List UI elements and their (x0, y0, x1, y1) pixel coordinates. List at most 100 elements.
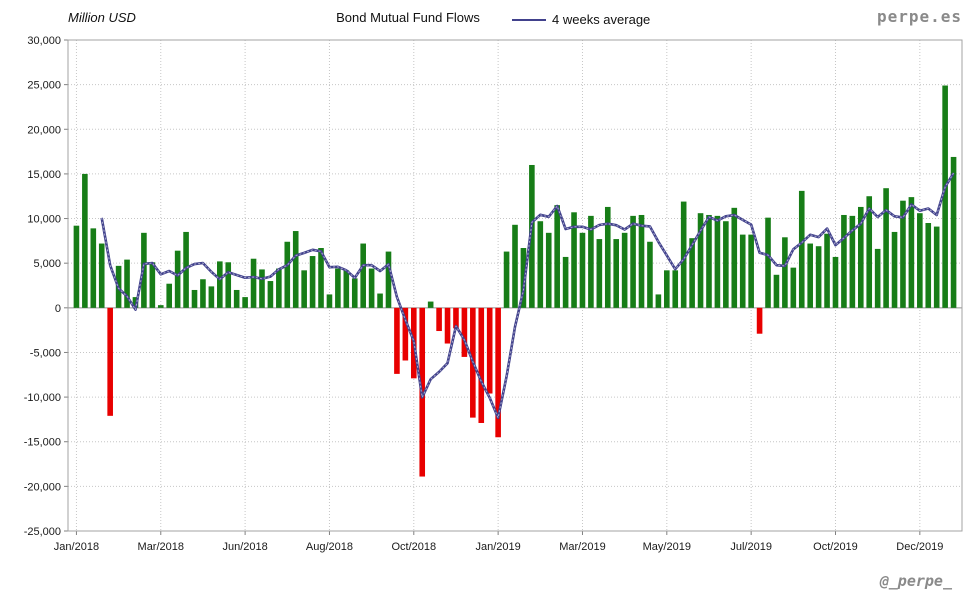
flow-bar-week-43 (427, 301, 434, 308)
flow-bar-week-96 (874, 248, 881, 308)
flow-bar-week-47 (461, 307, 468, 357)
flow-bar-week-45 (444, 307, 451, 344)
flow-bar-week-65 (613, 239, 620, 308)
flow-bar-week-88 (807, 243, 813, 308)
flow-bar-week-15 (191, 289, 198, 308)
flow-bar-week-11 (157, 305, 164, 308)
x-tick-label: Oct/2018 (391, 541, 436, 553)
x-tick-label: May/2019 (643, 541, 691, 553)
y-tick-label: 30,000 (27, 35, 61, 47)
flow-bar-week-51 (495, 307, 501, 438)
x-tick-label: Jan/2019 (475, 541, 520, 553)
flow-bar-week-40 (402, 307, 409, 361)
y-tick-label: 25,000 (27, 80, 61, 92)
flow-bar-week-33 (343, 270, 350, 308)
author-handle: @_perpe_ (879, 572, 952, 590)
flow-bar-week-61 (579, 232, 586, 308)
flow-bar-week-70 (655, 294, 662, 308)
flow-bar-week-52 (503, 251, 510, 308)
flow-bar-week-80 (739, 234, 746, 308)
x-tick-label: Aug/2018 (306, 541, 353, 553)
flow-bar-week-54 (520, 248, 527, 308)
x-tick-label: Oct/2019 (813, 541, 858, 553)
flow-bar-week-53 (512, 224, 518, 308)
flow-bar-week-93 (849, 215, 856, 308)
flow-bar-week-95 (866, 196, 873, 308)
flow-bar-week-64 (604, 206, 611, 308)
flow-bar-week-32 (335, 268, 341, 308)
flow-bar-week-17 (208, 286, 215, 308)
flow-bar-week-78 (723, 221, 729, 308)
average-line-legend-swatch-icon (512, 18, 546, 21)
y-tick-label: -10,000 (24, 392, 61, 404)
flow-bar-week-92 (841, 214, 847, 308)
y-tick-label: -5,000 (30, 347, 61, 359)
flow-bar-week-79 (731, 207, 738, 308)
flow-bar-week-98 (891, 231, 898, 308)
flow-bar-week-91 (832, 256, 839, 308)
flow-bar-week-7 (124, 259, 130, 308)
x-tick-label: Mar/2019 (559, 541, 605, 553)
flow-bar-week-73 (680, 201, 687, 308)
y-tick-label: 10,000 (27, 214, 61, 226)
flow-bar-week-66 (621, 232, 628, 308)
flow-bar-week-94 (857, 206, 864, 308)
x-tick-label: Jan/2018 (54, 541, 99, 553)
flow-bar-week-49 (478, 307, 485, 423)
flow-bar-week-72 (672, 270, 679, 308)
flow-bar-week-50 (486, 307, 493, 394)
flow-bar-week-2 (82, 173, 88, 308)
flow-bar-week-97 (883, 188, 889, 308)
flow-bar-week-3 (90, 228, 97, 308)
flow-bar-week-44 (436, 307, 442, 332)
flow-bar-week-103 (933, 226, 940, 308)
flow-bar-week-30 (318, 248, 324, 308)
y-tick-label: -25,000 (24, 526, 61, 538)
flow-bar-week-31 (326, 294, 333, 308)
flow-bar-week-69 (647, 241, 653, 308)
x-tick-label: Mar/2018 (138, 541, 184, 553)
flow-bar-week-8 (132, 297, 139, 308)
average-line-hatch (101, 172, 955, 419)
x-tick-label: Dec/2019 (896, 541, 943, 553)
flow-bar-week-57 (545, 232, 552, 308)
flow-bar-week-76 (706, 214, 712, 308)
flow-bar-week-13 (174, 250, 181, 308)
x-tick-label: Jul/2019 (730, 541, 772, 553)
flow-bar-week-104 (942, 85, 948, 308)
flow-bar-week-83 (765, 217, 771, 308)
flow-bar-week-18 (217, 261, 223, 308)
flow-bar-week-68 (638, 214, 645, 308)
y-tick-label: -15,000 (24, 437, 61, 449)
flow-bar-week-85 (782, 237, 788, 308)
y-tick-label: 20,000 (27, 124, 61, 136)
flow-bar-week-28 (301, 270, 307, 308)
flow-bar-week-19 (225, 262, 232, 308)
flow-bar-week-4 (98, 243, 105, 308)
legend: 4 weeks average (512, 12, 650, 27)
flow-bar-week-105 (950, 156, 957, 308)
flow-bar-week-34 (351, 278, 358, 308)
flow-bar-week-102 (925, 223, 932, 308)
flow-bar-week-37 (377, 293, 383, 308)
flow-bar-week-46 (453, 307, 459, 329)
flow-bar-week-63 (596, 239, 603, 308)
flow-bar-week-10 (149, 262, 156, 308)
flow-bar-week-58 (554, 205, 560, 308)
legend-label: 4 weeks average (552, 12, 651, 27)
flow-bar-week-60 (571, 212, 577, 308)
flow-bar-week-90 (824, 233, 830, 308)
flow-bar-week-84 (773, 274, 780, 308)
y-tick-label: 15,000 (27, 169, 61, 181)
flow-bar-week-27 (292, 231, 299, 308)
flow-bar-week-12 (166, 283, 173, 308)
flow-bar-week-20 (233, 289, 240, 308)
flow-bar-week-62 (588, 215, 594, 308)
flow-bar-week-5 (107, 307, 113, 416)
flow-bar-week-16 (200, 279, 206, 308)
flow-bar-week-100 (908, 197, 915, 308)
flow-bar-week-89 (815, 246, 822, 308)
flow-bar-week-29 (309, 256, 316, 308)
